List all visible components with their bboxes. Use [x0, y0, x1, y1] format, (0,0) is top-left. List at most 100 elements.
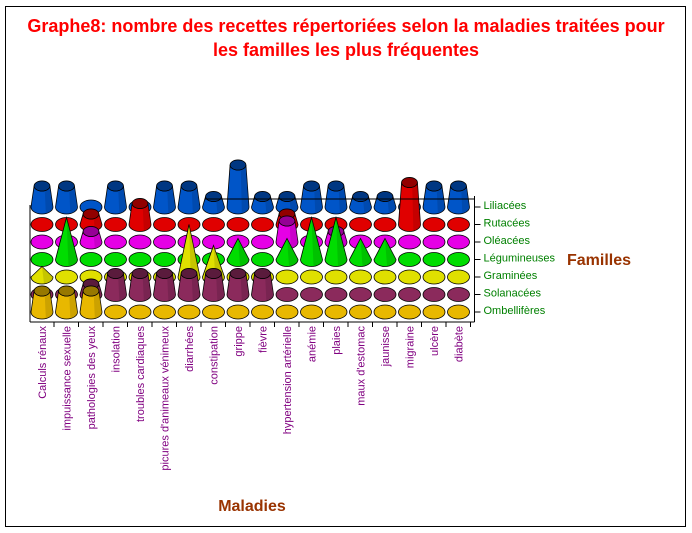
x-tick-label: migraine [405, 326, 417, 368]
bar-13-0 [349, 191, 372, 215]
x-tick-label: insolation [111, 326, 123, 372]
bar-10-3 [275, 237, 299, 267]
bar-11-0 [300, 180, 323, 215]
bar-17-3 [447, 252, 470, 267]
bar-9-1 [251, 217, 274, 232]
x-tick-label: picures d'animeaux vénimeux [160, 326, 172, 471]
bar-13-5 [349, 287, 372, 302]
bar-5-1 [153, 217, 176, 232]
bar-16-6 [422, 304, 446, 320]
bar-1-4 [55, 269, 78, 285]
bar-4-5 [128, 268, 152, 302]
x-tick-label: plaies [331, 326, 343, 355]
bar-10-0 [275, 191, 299, 215]
y-tick-label: Légumineuses [484, 252, 556, 264]
bar-13-4 [349, 269, 372, 285]
bar-14-6 [373, 304, 397, 320]
bar-10-4 [275, 269, 299, 285]
x-tick-label: impuissance sexuelle [62, 326, 74, 431]
bar-10-5 [275, 287, 299, 302]
chart-title: Graphe8: nombre des recettes répertoriée… [27, 16, 665, 60]
bar-7-0 [202, 191, 225, 215]
bar-14-3 [373, 237, 397, 267]
x-tick-label: Calculs rénaux [37, 326, 49, 399]
bar-8-3 [226, 237, 250, 267]
y-tick-label: Liliacées [484, 200, 527, 212]
bar-11-3 [300, 215, 323, 267]
bar-7-5 [202, 268, 225, 302]
bar-13-1 [349, 217, 372, 232]
x-tick-label: constipation [209, 326, 221, 385]
bar-12-0 [324, 180, 348, 215]
bar-6-0 [177, 180, 201, 215]
bar-14-0 [373, 191, 397, 215]
bar-11-6 [300, 304, 323, 320]
bar-13-6 [349, 304, 372, 320]
x-tick-label: ulcère [429, 326, 441, 356]
bar-17-6 [447, 304, 470, 320]
bar-0-4 [30, 265, 54, 285]
bar-12-6 [324, 304, 348, 320]
bar-3-2 [104, 234, 127, 250]
bar-12-3 [324, 215, 348, 267]
bar-6-5 [177, 268, 201, 302]
bar-9-6 [251, 304, 274, 320]
bar-1-3 [55, 215, 78, 267]
bar-2-2 [79, 226, 103, 250]
bar-15-2 [398, 234, 421, 250]
bar-15-4 [398, 269, 421, 285]
bar-2-3 [79, 252, 103, 267]
bar-9-5 [251, 268, 274, 302]
bar-5-3 [153, 252, 176, 267]
bar-5-5 [153, 268, 176, 302]
x-tick-label: diabète [454, 326, 466, 362]
bar-17-2 [447, 234, 470, 250]
bar-0-3 [30, 252, 54, 267]
bar-5-0 [153, 180, 176, 215]
bar-16-0 [422, 180, 446, 215]
bar-8-0 [226, 159, 250, 215]
bar-3-6 [104, 304, 127, 320]
x-tick-label: maux d'estomac [356, 326, 368, 406]
bar-3-5 [104, 268, 127, 302]
bar-14-1 [373, 217, 397, 232]
x-axis-title: Maladies [218, 498, 286, 515]
bar-16-4 [422, 269, 446, 285]
y-tick-label: Ombellifères [484, 305, 546, 317]
bar-15-5 [398, 287, 421, 302]
bar-14-5 [373, 287, 397, 302]
x-tick-label: fièvre [258, 326, 270, 353]
bar-1-0 [55, 180, 78, 215]
y-axis-title: Familles [567, 252, 631, 269]
bar-10-2 [275, 215, 299, 250]
bar-2-6 [79, 285, 103, 320]
bar-15-3 [398, 252, 421, 267]
x-tick-label: hypertension artérielle [282, 326, 294, 434]
x-tick-label: jaunisse [380, 326, 392, 367]
bar-16-1 [422, 217, 446, 232]
bar-11-5 [300, 287, 323, 302]
x-tick-label: anémie [307, 326, 319, 362]
bar-13-3 [349, 237, 372, 267]
bar-12-4 [324, 269, 348, 285]
bar-17-1 [447, 217, 470, 232]
x-tick-label: grippe [233, 326, 245, 357]
x-tick-label: troubles cardiaques [135, 326, 147, 423]
bar-4-1 [128, 198, 152, 232]
y-tick-label: Graminées [484, 270, 538, 282]
bar-9-3 [251, 252, 274, 267]
bar-15-6 [398, 304, 421, 320]
bar-14-4 [373, 269, 397, 285]
bar-16-2 [422, 234, 446, 250]
bar-16-3 [422, 252, 446, 267]
bar-4-2 [128, 234, 152, 250]
bar-4-6 [128, 304, 152, 320]
bar-9-0 [251, 191, 274, 215]
y-tick-label: Oléacées [484, 235, 531, 247]
bar-10-6 [275, 304, 299, 320]
bar-8-5 [226, 268, 250, 302]
bar-4-3 [128, 252, 152, 267]
bar-2-1 [79, 208, 103, 232]
bar-9-2 [251, 234, 274, 250]
bar-7-6 [202, 304, 225, 320]
